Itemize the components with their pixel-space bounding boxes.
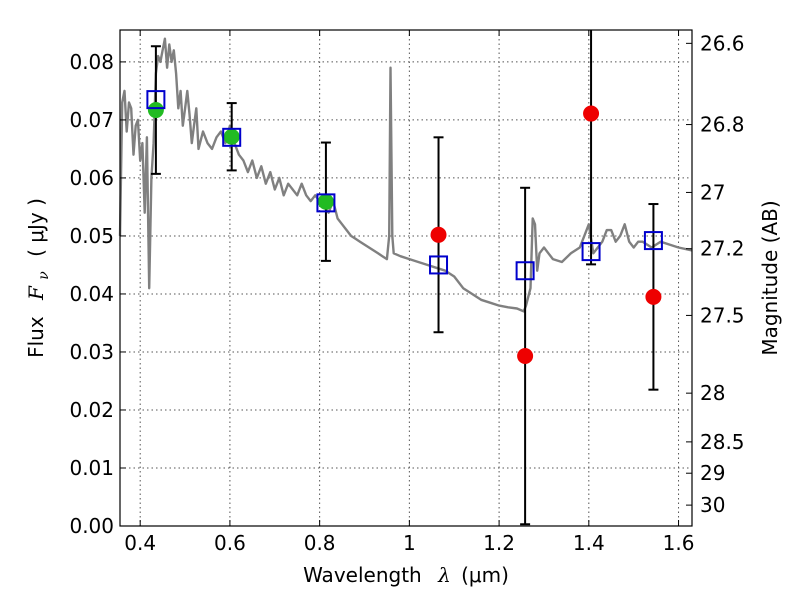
magnitude-tick-label: 26.8 xyxy=(700,113,745,137)
magnitude-tick-label: 27.2 xyxy=(700,237,745,261)
y-axis-label: Flux F ν ( μJy ) xyxy=(24,198,53,358)
detection-layer xyxy=(147,102,662,365)
model-layer xyxy=(146,90,663,281)
y-tick-label: 0.02 xyxy=(69,398,114,422)
y-axis-label-text: Flux xyxy=(24,316,48,358)
magnitude-tick-label: 28 xyxy=(700,381,725,405)
magnitude-tick-label: 26.6 xyxy=(700,31,745,55)
y-axis-label-subscript: ν xyxy=(36,271,52,280)
magnitude-tick-label: 27 xyxy=(700,180,725,204)
x-tick-label: 1.2 xyxy=(483,531,515,555)
plot-frame xyxy=(119,29,693,527)
model-flux-square xyxy=(515,261,535,281)
errorbar-layer xyxy=(150,30,659,526)
model-flux-square xyxy=(222,127,242,147)
magnitude-tick-label: 30 xyxy=(700,493,725,517)
y-tick-label: 0.00 xyxy=(69,514,114,538)
x-tick-label: 1.6 xyxy=(663,531,695,555)
x-axis-label-unit: (μm) xyxy=(461,563,509,587)
x-tick-label: 0.6 xyxy=(214,531,246,555)
observed-flux-point xyxy=(645,288,662,305)
grid-layer xyxy=(120,30,692,526)
y-tick-label: 0.04 xyxy=(69,282,114,306)
y-tick-label: 0.03 xyxy=(69,340,114,364)
model-flux-square xyxy=(146,90,166,110)
y-ticks: 0.00 0.01 0.02 0.03 0.04 0.05 0.06 0.07 0.08 xyxy=(69,50,126,538)
observed-flux-point xyxy=(147,102,164,119)
template-spectrum-layer xyxy=(118,37,693,313)
x-axis-label-symbol: λ xyxy=(437,563,451,587)
template-spectrum-line xyxy=(118,37,693,313)
model-flux-square xyxy=(581,242,601,262)
x-axis-label-text: Wavelength xyxy=(303,563,422,587)
x-ticks: 0.4 0.6 0.8 1 1.2 1.4 1.6 xyxy=(124,30,694,555)
y-tick-label: 0.01 xyxy=(69,456,114,480)
y2-axis-label: Magnitude (AB) xyxy=(758,200,782,355)
x-tick-label: 1 xyxy=(403,531,416,555)
y-tick-label: 0.08 xyxy=(69,50,114,74)
model-flux-square xyxy=(316,193,336,213)
model-flux-square xyxy=(643,231,663,251)
magnitude-ticks: 26.6 26.8 27 27.2 27.5 28 28.5 29 30 xyxy=(686,31,745,517)
y-axis-label-unit: ( μJy ) xyxy=(24,198,48,257)
observed-flux-point xyxy=(517,348,534,365)
x-tick-label: 1.4 xyxy=(573,531,605,555)
x-tick-label: 0.8 xyxy=(304,531,336,555)
y-tick-label: 0.06 xyxy=(69,166,114,190)
x-axis-label: Wavelength λ (μm) xyxy=(303,563,509,587)
observed-flux-point xyxy=(430,226,447,243)
observed-flux-point xyxy=(317,193,334,210)
observed-flux-point xyxy=(583,105,600,122)
x-tick-label: 0.4 xyxy=(124,531,156,555)
magnitude-tick-label: 28.5 xyxy=(700,430,745,454)
magnitude-tick-label: 27.5 xyxy=(700,303,745,327)
model-flux-square xyxy=(429,255,449,275)
magnitude-tick-label: 29 xyxy=(700,461,725,485)
observed-flux-point xyxy=(223,128,240,145)
y-tick-label: 0.07 xyxy=(69,108,114,132)
y-axis-label-symbol: F xyxy=(24,285,48,301)
y-tick-label: 0.05 xyxy=(69,224,114,248)
